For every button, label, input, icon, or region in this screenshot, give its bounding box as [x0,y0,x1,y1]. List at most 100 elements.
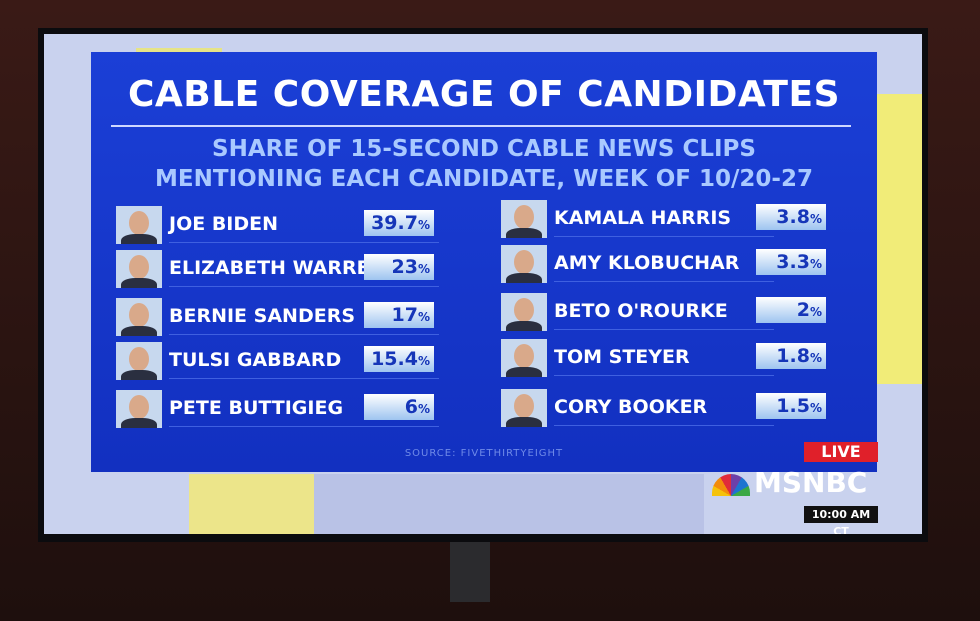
share-unit: % [417,402,430,416]
share-box: 23% [364,254,434,280]
photo-body [506,273,542,283]
tv-stand [450,542,490,602]
photo-body [121,326,157,336]
candidate-name: CORY BOOKER [554,396,708,418]
row-line [554,281,774,282]
candidate-photo [501,200,547,238]
share-unit: % [809,305,822,319]
candidate-row: KAMALA HARRIS 3.8% [501,200,871,238]
share-value: 6 [404,396,418,418]
photo-head [129,347,149,371]
candidate-name: ELIZABETH WARREN [169,257,386,279]
photo-body [506,228,542,238]
share-unit: % [417,218,430,232]
candidate-row: JOE BIDEN 39.7% [116,206,486,244]
candidate-photo [501,245,547,283]
row-line [554,425,774,426]
deco [872,94,922,384]
share-value: 2 [796,299,810,321]
share-value: 3.8 [776,206,810,228]
candidate-photo [116,250,162,288]
live-badge: LIVE [804,442,878,462]
share-box: 6% [364,394,434,420]
candidate-row: CORY BOOKER 1.5% [501,389,871,427]
candidate-photo [116,342,162,380]
share-value: 39.7 [371,212,418,234]
clock: 10:00 AM CT [804,506,878,534]
photo-body [121,418,157,428]
source: SOURCE: FIVETHIRTYEIGHT [404,448,564,459]
row-line [554,236,774,237]
candidate-name: JOE BIDEN [169,213,279,235]
candidate-photo [116,390,162,428]
candidate-photo [501,389,547,427]
share-box: 2% [756,297,826,323]
share-value: 23 [391,256,418,278]
title: CABLE COVERAGE OF CANDIDATES [128,74,840,115]
network-logo: MSNBC [754,466,868,499]
candidate-name: BERNIE SANDERS [169,305,356,327]
candidate-row: BETO O'ROURKE 2% [501,293,871,331]
share-value: 1.8 [776,345,810,367]
candidate-photo [116,206,162,244]
row-line [554,375,774,376]
share-box: 15.4% [364,346,434,372]
share-unit: % [809,257,822,271]
photo-head [129,211,149,235]
candidate-photo [501,339,547,377]
photo-head [129,303,149,327]
share-unit: % [809,212,822,226]
share-unit: % [417,310,430,324]
share-box: 1.5% [756,393,826,419]
photo-head [514,205,534,229]
share-box: 3.8% [756,204,826,230]
row-line [169,378,439,379]
share-box: 17% [364,302,434,328]
share-unit: % [417,262,430,276]
share-box: 1.8% [756,343,826,369]
share-box: 39.7% [364,210,434,236]
row-line [169,334,439,335]
share-unit: % [809,401,822,415]
photo-body [506,367,542,377]
candidate-name: BETO O'ROURKE [554,300,728,322]
photo-head [514,394,534,418]
photo-body [506,417,542,427]
peacock-logo [712,474,750,496]
candidate-name: AMY KLOBUCHAR [554,252,740,274]
tv: CABLE COVERAGE OF CANDIDATES SHARE OF 15… [38,28,928,542]
row-line [554,329,774,330]
screen: CABLE COVERAGE OF CANDIDATES SHARE OF 15… [44,34,922,534]
photo-body [121,370,157,380]
row-line [169,242,439,243]
photo-head [129,395,149,419]
photo-body [121,234,157,244]
photo-head [129,255,149,279]
subtitle: MENTIONING EACH CANDIDATE, WEEK OF 10/20… [155,166,813,192]
rule [111,125,851,127]
photo-head [514,344,534,368]
candidate-name: KAMALA HARRIS [554,207,732,229]
share-value: 3.3 [776,251,810,273]
candidate-row: TOM STEYER 1.8% [501,339,871,377]
share-box: 3.3% [756,249,826,275]
candidate-row: PETE BUTTIGIEG 6% [116,390,486,428]
candidate-name: TOM STEYER [554,346,690,368]
row-line [169,286,439,287]
candidate-photo [501,293,547,331]
row-line [169,426,439,427]
photo-body [121,278,157,288]
candidate-name: TULSI GABBARD [169,349,342,371]
share-value: 1.5 [776,395,810,417]
deco [314,474,704,534]
share-unit: % [809,351,822,365]
candidate-name: PETE BUTTIGIEG [169,397,344,419]
deco [189,474,314,534]
subtitle: SHARE OF 15-SECOND CABLE NEWS CLIPS [212,136,756,162]
photo-head [514,298,534,322]
share-unit: % [417,354,430,368]
candidate-row: ELIZABETH WARREN 23% [116,250,486,288]
candidate-photo [116,298,162,336]
candidate-row: BERNIE SANDERS 17% [116,298,486,336]
